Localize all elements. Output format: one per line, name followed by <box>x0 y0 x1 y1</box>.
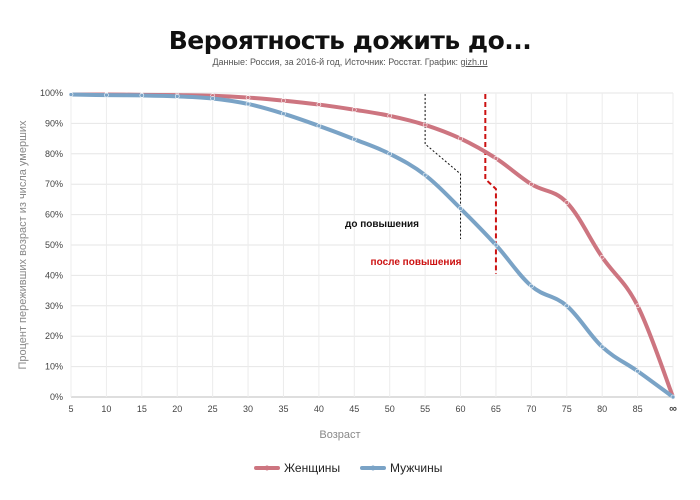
data-point <box>635 303 640 309</box>
y-tick-label: 60% <box>45 210 63 220</box>
data-point <box>351 136 357 142</box>
data-point <box>139 93 145 98</box>
data-point <box>493 242 499 248</box>
x-axis-label: Возраст <box>319 429 360 441</box>
data-point <box>210 96 215 101</box>
data-point <box>351 107 357 113</box>
y-tick-label: 40% <box>45 270 63 280</box>
legend-marker <box>264 465 270 471</box>
data-point <box>564 303 570 309</box>
annotation-before-label: до повышения <box>345 219 419 230</box>
chart-title: Вероятность дожить до... <box>168 26 532 55</box>
annotation-after-line <box>484 94 497 274</box>
x-tick-label: 75 <box>562 404 572 414</box>
x-tick-label: 25 <box>208 404 218 414</box>
data-point <box>281 111 286 116</box>
y-tick-label: 80% <box>45 149 63 159</box>
x-tick-label: 65 <box>491 404 501 414</box>
data-point <box>635 368 640 374</box>
x-tick-label: 55 <box>420 404 430 414</box>
subtitle-text: Данные: Россия, за 2016-й год, Источник:… <box>212 57 461 67</box>
data-point <box>458 206 463 211</box>
x-tick-label: 20 <box>172 404 182 414</box>
x-tick-label: 35 <box>278 404 288 414</box>
data-point <box>281 98 286 103</box>
x-tick-label: 15 <box>137 404 147 414</box>
data-point <box>529 283 534 289</box>
data-point <box>458 136 463 141</box>
data-point <box>387 151 393 157</box>
grid <box>70 92 674 398</box>
data-point <box>529 181 534 187</box>
y-tick-label: 50% <box>45 240 63 250</box>
series-line-women <box>69 92 675 399</box>
y-tick-label: 70% <box>45 179 63 189</box>
data-point <box>422 122 428 128</box>
data-point <box>493 156 499 161</box>
chart-subtitle: Данные: Россия, за 2016-й год, Источник:… <box>0 57 700 67</box>
data-point <box>599 254 605 260</box>
y-axis-ticks: 0% 10% 20% 30% 40% 50% 60% 70% 80% 90% 100% <box>40 88 63 402</box>
data-point <box>422 172 428 178</box>
series-line-men <box>69 92 675 399</box>
legend: Женщины Мужчины <box>254 461 442 475</box>
x-tick-label: 80 <box>597 404 607 414</box>
x-tick-label: 5 <box>68 404 73 414</box>
y-axis-label: Процент переживших возраст из числа умер… <box>17 120 29 370</box>
x-tick-label: 10 <box>101 404 111 414</box>
annotation-after-label: после повышения <box>371 257 462 268</box>
x-tick-label: 70 <box>526 404 536 414</box>
data-point <box>387 113 393 119</box>
x-tick-label: 30 <box>243 404 253 414</box>
x-tick-label: 85 <box>633 404 643 414</box>
data-point <box>104 92 109 98</box>
series-lines <box>68 92 676 400</box>
x-tick-label: 45 <box>349 404 359 414</box>
data-point <box>245 95 251 100</box>
x-tick-label: ∞ <box>669 403 677 415</box>
data-point <box>316 123 322 129</box>
data-point <box>564 200 570 205</box>
y-tick-label: 0% <box>50 392 63 402</box>
legend-marker <box>370 465 376 471</box>
x-tick-label: 50 <box>385 404 395 414</box>
legend-label: Мужчины <box>390 461 442 475</box>
y-tick-label: 90% <box>45 118 63 128</box>
y-tick-label: 30% <box>45 301 63 311</box>
data-point <box>245 101 251 107</box>
legend-label: Женщины <box>284 461 340 475</box>
data-point <box>68 92 74 97</box>
x-tick-label: 60 <box>456 404 466 414</box>
x-tick-label: 40 <box>314 404 324 414</box>
data-point <box>599 344 605 350</box>
source-link[interactable]: gizh.ru <box>460 57 488 67</box>
y-tick-label: 20% <box>45 331 63 341</box>
x-axis-ticks: 5 10 15 20 25 30 35 40 45 50 55 60 65 70 75 80 85 ∞ <box>68 403 677 415</box>
y-tick-label: 10% <box>45 362 63 372</box>
data-point <box>316 102 322 107</box>
data-point <box>670 394 676 400</box>
annotation-before-line <box>424 94 462 239</box>
y-tick-label: 100% <box>40 88 63 98</box>
data-point <box>174 94 180 99</box>
